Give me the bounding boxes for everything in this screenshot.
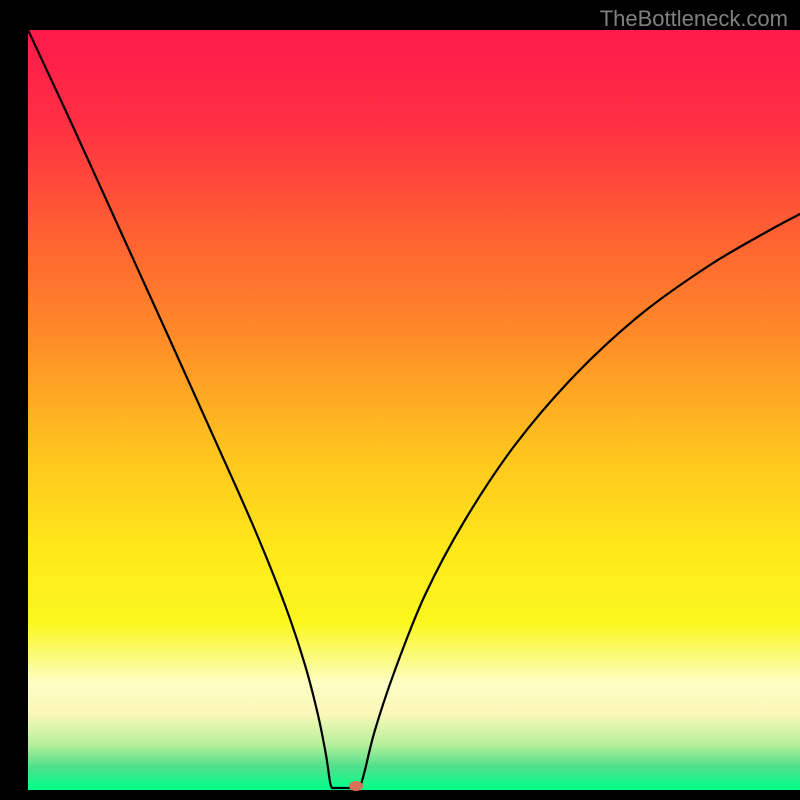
watermark-text: TheBottleneck.com — [600, 6, 788, 32]
minimum-marker — [349, 781, 363, 791]
plot-area — [28, 30, 800, 790]
v-curve — [28, 30, 800, 788]
curve-svg — [28, 30, 800, 790]
